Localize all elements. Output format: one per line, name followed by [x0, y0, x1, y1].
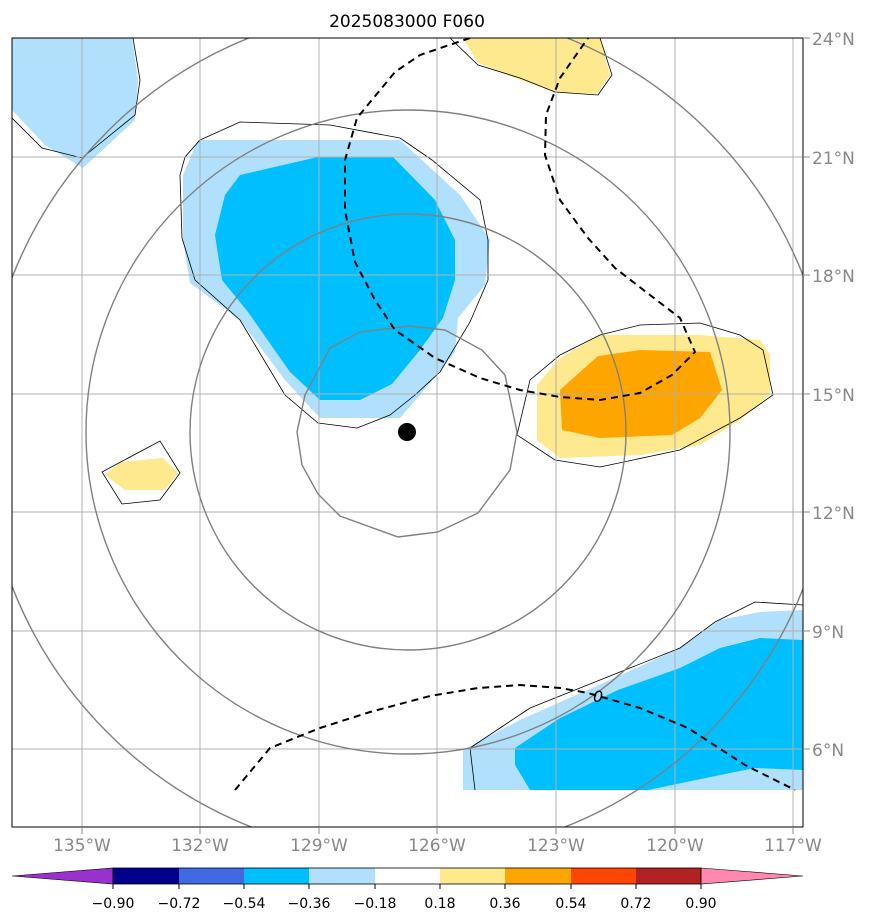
- colorbar-segment: [571, 868, 636, 884]
- map-area: 0: [12, 38, 803, 827]
- shaded-area-light-yellow-west: [105, 458, 178, 490]
- outline-central: [179, 121, 489, 429]
- lon-labels: 135°W 132°W 129°W 126°W 123°W 120°W 117°…: [53, 836, 822, 856]
- colorbar-segment: [375, 868, 440, 884]
- range-ring-3: [85, 109, 731, 755]
- map-title: 2025083000 F060: [329, 12, 485, 32]
- contour-label: 0: [593, 687, 603, 706]
- lat-label: 6°N: [812, 741, 844, 761]
- colorbar-label: −0.90: [92, 896, 135, 912]
- colorbar-label: −0.36: [288, 896, 331, 912]
- lon-label: 123°W: [527, 836, 585, 856]
- colorbar-frame: [112, 867, 702, 885]
- colorbar-segment: [244, 868, 309, 884]
- colorbar-segment: [440, 868, 505, 884]
- lon-label: 135°W: [53, 836, 111, 856]
- lat-label: 24°N: [812, 30, 855, 50]
- lon-label: 117°W: [764, 836, 822, 856]
- colorbar-segment: [113, 868, 179, 884]
- shaded-area-cyan-central: [215, 157, 455, 400]
- gridlines: [12, 38, 803, 827]
- lon-label: 129°W: [290, 836, 348, 856]
- shaded-area-light-blue-nw: [12, 38, 138, 168]
- colorbar-segment: [700, 867, 804, 885]
- range-ring-inner: [296, 325, 518, 538]
- outline-nw: [12, 38, 141, 159]
- outline-west: [101, 440, 181, 505]
- range-ring-2: [189, 213, 627, 651]
- colorbar-segment: [309, 868, 375, 884]
- lat-labels: 24°N 21°N 18°N 15°N 12°N 9°N 6°N: [812, 30, 855, 761]
- shaded-area-cyan-se: [515, 638, 803, 790]
- colorbar-label: 0.18: [424, 896, 455, 912]
- shaded-area-light-yellow-north: [463, 38, 610, 94]
- colorbar-segment: [179, 868, 244, 884]
- negative-anomaly-areas: [12, 38, 803, 790]
- colorbar-label: 0.54: [555, 896, 586, 912]
- lat-label: 18°N: [812, 267, 855, 287]
- lon-label: 120°W: [646, 836, 704, 856]
- colorbar-label: −0.54: [223, 896, 266, 912]
- lon-ticks: [81, 827, 794, 834]
- lat-label: 15°N: [812, 386, 855, 406]
- colorbar-label: 0.72: [620, 896, 651, 912]
- lat-label: 12°N: [812, 504, 855, 524]
- map-frame: [11, 37, 804, 828]
- outline-se: [469, 601, 803, 791]
- zero-contour-south: [234, 683, 796, 791]
- zero-contours: [234, 38, 796, 791]
- storm-center-marker: [398, 423, 416, 441]
- outline-north: [449, 38, 613, 96]
- colorbar-label: −0.72: [158, 896, 201, 912]
- colorbar-label: −0.18: [354, 896, 397, 912]
- zero-contour-north: [344, 38, 697, 402]
- colorbar-segment: [11, 867, 114, 885]
- outline-east: [516, 322, 774, 468]
- colorbar-label: 0.36: [489, 896, 520, 912]
- lat-ticks: [803, 37, 810, 750]
- lon-label: 126°W: [408, 836, 466, 856]
- positive-anomaly-areas: [105, 38, 770, 490]
- lon-label: 132°W: [171, 836, 229, 856]
- colorbar-label: 0.90: [685, 896, 716, 912]
- colorbar-segment: [505, 868, 571, 884]
- lat-label: 21°N: [812, 149, 855, 169]
- range-rings: [12, 38, 803, 827]
- colorbar-segment: [636, 868, 701, 884]
- colorbar: −0.90 −0.72 −0.54 −0.36 −0.18 0.18 0.36 …: [11, 867, 804, 912]
- lat-label: 9°N: [812, 623, 844, 643]
- field-outlines: [12, 38, 803, 791]
